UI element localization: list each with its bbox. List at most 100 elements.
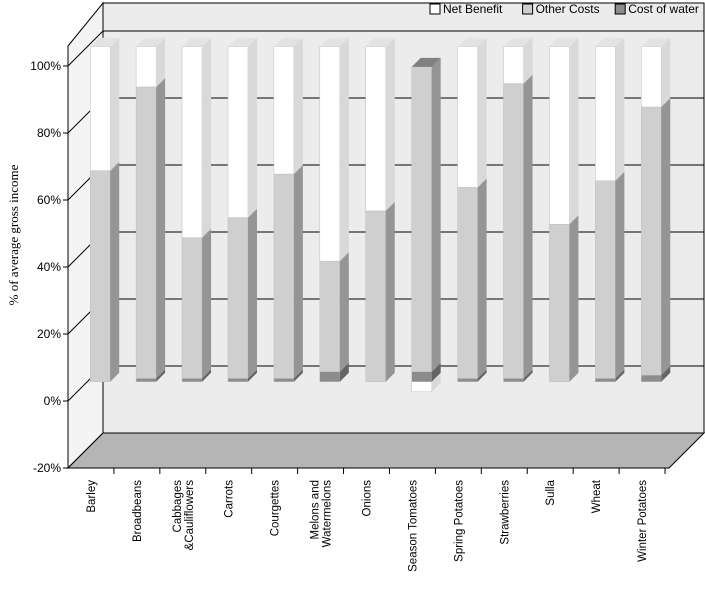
bar-top <box>365 37 395 47</box>
x-category-label: Broadbeans <box>132 480 144 542</box>
bar-top <box>411 57 441 67</box>
bar-front <box>319 260 341 372</box>
bar-segment <box>503 37 533 84</box>
legend-item: Cost of water <box>614 2 699 16</box>
y-axis: -20% 0% 20% 40% 60% 80% 100% <box>30 46 669 475</box>
x-category-label-line: Carrots <box>224 480 236 518</box>
bar-segment <box>641 37 671 108</box>
legend-swatch <box>522 3 534 15</box>
bar-segment <box>135 37 166 88</box>
legend-label: Other Costs <box>536 2 600 16</box>
bar-front <box>457 187 478 379</box>
bar-segment <box>89 161 120 382</box>
bar-front <box>227 378 249 382</box>
x-category-label-line: Courgettes <box>270 480 282 537</box>
bar-segment <box>549 37 579 225</box>
bar-segment <box>135 77 166 379</box>
bar-front <box>181 46 203 238</box>
bar-front <box>641 374 662 382</box>
bar-side <box>339 362 349 382</box>
bar-side <box>615 171 625 379</box>
x-category-label-line: Spring Potatoes <box>453 480 465 562</box>
bar-front <box>503 46 524 84</box>
bar-front <box>181 237 203 379</box>
bar-segment <box>503 74 533 379</box>
bar-top <box>503 37 533 47</box>
x-axis-categories: Barley Broadbeans Cabbages&Cauliflowers Car… <box>86 468 666 572</box>
x-category-label: Melons andWatermelons <box>310 480 334 548</box>
legend-swatch <box>429 3 441 15</box>
bar-side <box>110 37 120 171</box>
bar-side <box>523 37 533 84</box>
bar-segment <box>319 37 349 262</box>
bar-side <box>477 369 487 382</box>
bar-side <box>523 74 533 379</box>
bar-front <box>595 180 616 379</box>
bar-side <box>247 208 257 379</box>
legend-item: Other Costs <box>522 2 600 16</box>
bar-side <box>615 369 625 382</box>
bar-side <box>661 98 671 376</box>
x-category-label: Barley <box>86 480 98 513</box>
bar-front <box>503 378 524 382</box>
x-category-label: Spring Potatoes <box>453 480 465 562</box>
y-axis-label: % of average gross income <box>6 164 21 305</box>
bar-front <box>227 46 249 218</box>
bar-front <box>457 46 478 188</box>
bar-side <box>385 201 395 382</box>
bar-front <box>135 86 157 379</box>
x-category-label: Season Tomatoes <box>407 480 419 572</box>
chart-floor <box>66 432 705 469</box>
x-category-label-line: Broadbeans <box>132 480 144 542</box>
bar-side <box>661 37 671 108</box>
bar-front <box>319 371 341 383</box>
bar-side <box>523 369 533 382</box>
x-category-label-line: Cabbages <box>172 480 184 533</box>
x-category-label-line: &Cauliflowers <box>184 480 196 551</box>
x-category-label-line: Melons and <box>310 480 322 539</box>
bar-front <box>457 378 478 382</box>
bar-top <box>227 37 257 47</box>
bar-side <box>569 37 579 225</box>
bar-side <box>661 366 671 382</box>
bar-front <box>549 224 570 382</box>
bar-segment <box>319 252 349 372</box>
x-category-label-line: Barley <box>86 480 98 513</box>
bar-side <box>293 369 303 382</box>
bar-front <box>273 378 295 382</box>
bar-front <box>595 378 616 382</box>
bar-top <box>595 37 625 47</box>
bar-segment <box>365 201 395 382</box>
legend-label: Cost of water <box>628 2 699 16</box>
bar-front <box>365 46 386 212</box>
bar-side <box>477 37 487 188</box>
bar-side <box>202 228 212 379</box>
bar-front <box>641 46 662 108</box>
bar-segment <box>181 37 212 238</box>
x-category-label: Onions <box>362 480 374 517</box>
bar-front <box>641 106 662 376</box>
x-category-label: Courgettes <box>270 480 282 537</box>
x-category-label-line: Onions <box>362 480 374 517</box>
bar-front <box>181 378 203 382</box>
bar-top <box>457 37 487 47</box>
bar-front <box>89 46 111 171</box>
bar-segment <box>273 37 303 175</box>
bar-segment <box>273 165 303 379</box>
bars <box>89 37 671 393</box>
bar-segment <box>227 208 257 379</box>
bar-top <box>319 37 349 47</box>
bar-front <box>273 46 295 175</box>
bar-top <box>641 37 671 47</box>
bar-front <box>503 83 524 379</box>
bar-front <box>227 217 249 379</box>
floor-panel <box>66 432 705 469</box>
bar-top <box>273 37 303 47</box>
gridline <box>67 30 704 67</box>
bar-front <box>411 66 432 372</box>
bar-segment <box>457 178 487 379</box>
bar-front <box>89 170 111 382</box>
bar-segment <box>595 171 625 379</box>
bar-segment <box>181 228 212 379</box>
